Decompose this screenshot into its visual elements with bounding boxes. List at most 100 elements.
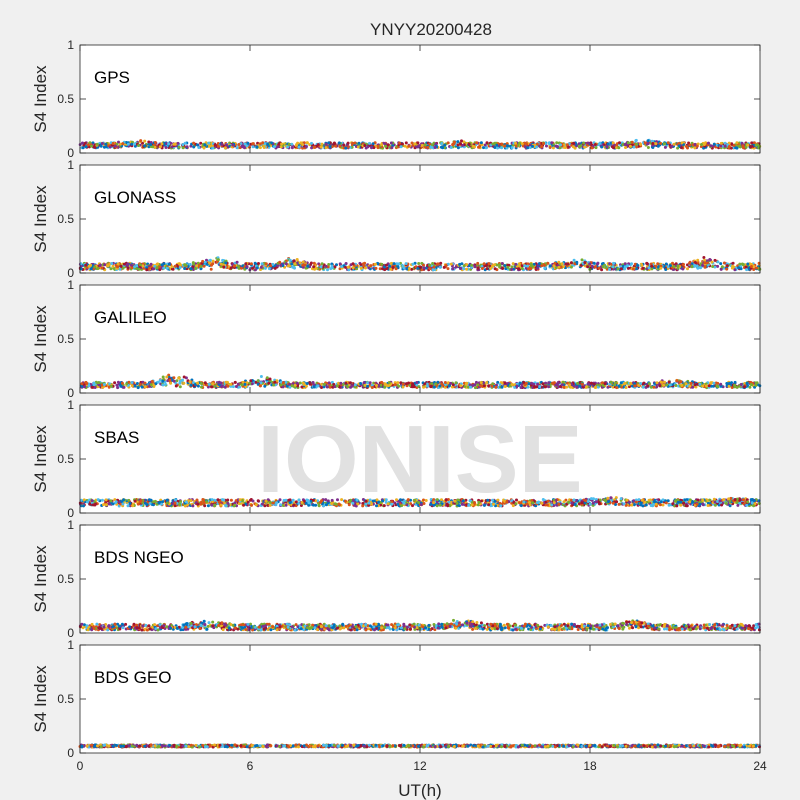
data-point [245, 265, 249, 269]
data-point [743, 385, 746, 389]
data-point [189, 383, 193, 387]
data-point [629, 381, 633, 385]
data-point [339, 381, 343, 385]
data-point [371, 142, 375, 146]
data-point [116, 262, 120, 266]
data-point [292, 259, 296, 263]
data-point [399, 145, 403, 149]
data-point [752, 268, 756, 271]
data-point [210, 385, 213, 389]
data-point [177, 376, 181, 380]
data-point [246, 141, 250, 145]
data-point [229, 382, 233, 386]
data-point [432, 385, 436, 389]
data-point [593, 265, 597, 269]
data-point [181, 146, 185, 150]
data-point [378, 267, 382, 271]
data-point [324, 264, 328, 268]
data-point [506, 265, 510, 269]
panel-label: GALILEO [94, 308, 167, 327]
data-point [208, 261, 212, 265]
data-point [268, 377, 272, 381]
data-point [485, 381, 489, 384]
data-point [540, 264, 544, 268]
data-point [386, 143, 390, 147]
data-point [606, 142, 610, 146]
data-point [630, 503, 634, 507]
data-point [404, 141, 408, 145]
data-point [304, 145, 308, 149]
data-point [750, 141, 754, 145]
data-point [92, 383, 96, 387]
data-point [325, 385, 329, 389]
data-point [359, 382, 363, 385]
data-point [453, 140, 456, 144]
data-point [393, 383, 397, 387]
data-point [603, 382, 607, 386]
data-point [514, 141, 518, 145]
data-point [438, 384, 442, 388]
data-point [482, 262, 486, 266]
data-point [700, 143, 703, 146]
data-point [705, 261, 709, 265]
data-point [97, 381, 101, 385]
data-point [111, 264, 115, 268]
data-point [183, 267, 187, 270]
data-point [126, 262, 130, 266]
data-point [467, 142, 471, 146]
data-point [631, 267, 635, 271]
data-point [725, 264, 729, 268]
data-point [293, 266, 296, 270]
data-point [749, 265, 753, 268]
data-point [108, 145, 112, 149]
data-point [560, 383, 564, 387]
data-point [679, 146, 683, 150]
data-point [119, 384, 123, 388]
data-point [684, 382, 688, 386]
data-point [143, 381, 147, 385]
data-point [708, 258, 712, 261]
data-point [531, 144, 534, 148]
data-point [109, 384, 113, 388]
data-point [559, 143, 562, 147]
data-point [431, 268, 435, 272]
data-point [141, 141, 144, 145]
data-point [545, 144, 548, 148]
data-point [111, 142, 115, 145]
data-point [328, 145, 332, 149]
data-point [133, 384, 137, 388]
data-point [416, 144, 420, 148]
data-point [440, 142, 444, 145]
data-point [518, 141, 521, 145]
data-point [390, 146, 394, 150]
data-point [236, 382, 240, 386]
data-point [254, 268, 257, 272]
data-point [295, 381, 299, 385]
data-point [523, 141, 527, 145]
data-point [544, 385, 547, 389]
data-point [276, 264, 280, 268]
data-point [119, 142, 122, 146]
data-point [561, 380, 565, 384]
data-point [255, 145, 259, 149]
data-point [301, 263, 305, 267]
data-point [671, 261, 674, 265]
chart-title: YNYY20200428 [370, 20, 492, 39]
data-point [630, 143, 634, 147]
data-point [754, 383, 758, 387]
data-point [733, 380, 737, 384]
data-point [104, 142, 108, 146]
data-point [216, 144, 220, 148]
data-point [548, 142, 551, 146]
data-point [456, 140, 460, 144]
data-point [619, 381, 623, 385]
data-point [465, 381, 469, 385]
data-point [709, 144, 713, 148]
data-point [349, 385, 353, 389]
data-point [503, 385, 507, 388]
data-point [251, 266, 254, 270]
data-point [553, 261, 557, 265]
data-point [386, 384, 390, 388]
data-point [628, 144, 632, 148]
data-point [195, 264, 199, 268]
